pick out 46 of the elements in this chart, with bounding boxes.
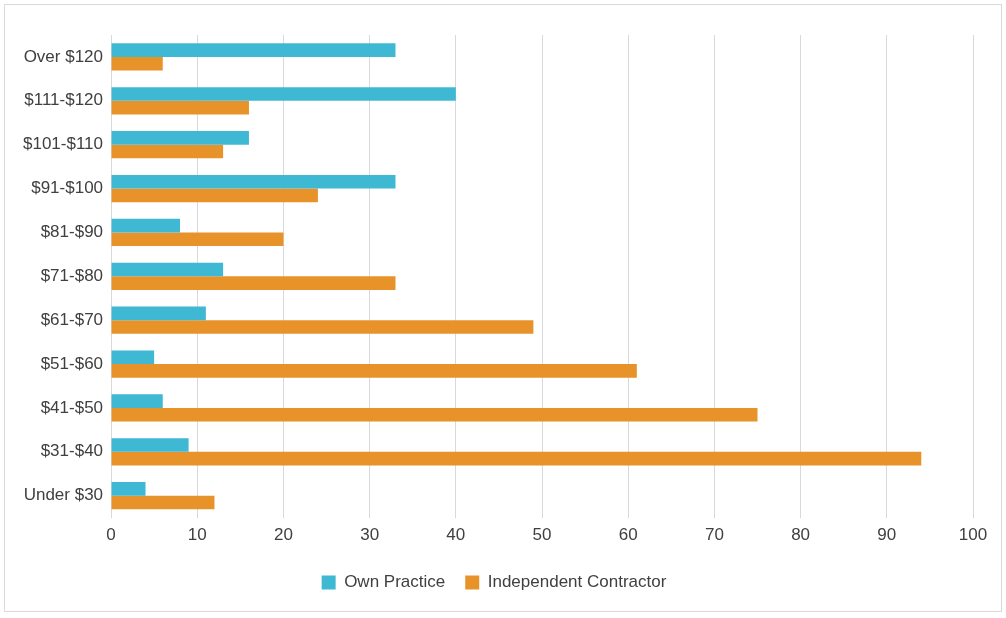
bar xyxy=(111,482,146,496)
y-tick-label: $61-$70 xyxy=(40,309,104,329)
x-tick-label: 10 xyxy=(187,525,207,545)
y-tick-label: $51-$60 xyxy=(40,353,104,373)
bar xyxy=(111,364,637,378)
bar xyxy=(111,262,224,277)
y-tick-label: $91-$100 xyxy=(31,178,104,198)
y-tick-label: $101-$110 xyxy=(22,134,104,154)
bar xyxy=(111,407,758,422)
bar xyxy=(111,232,284,247)
x-tick-label: 50 xyxy=(532,525,552,545)
bar xyxy=(111,174,396,189)
x-tick-label: 90 xyxy=(877,525,897,545)
bar xyxy=(111,218,180,233)
bar xyxy=(111,100,249,115)
bar xyxy=(111,87,456,101)
bar xyxy=(111,451,922,466)
bar xyxy=(111,188,318,203)
x-tick-label: 30 xyxy=(360,525,380,545)
x-tick-label: 100 xyxy=(958,525,988,545)
legend-label: Own Practice xyxy=(344,572,446,592)
x-tick-label: 80 xyxy=(791,525,811,545)
bar xyxy=(111,276,396,290)
bar xyxy=(111,495,215,510)
legend-label: Independent Contractor xyxy=(487,572,667,592)
y-tick-label: $31-$40 xyxy=(40,441,104,461)
bar xyxy=(111,350,155,365)
bar xyxy=(111,394,163,408)
bar xyxy=(111,306,206,321)
x-tick-label: 60 xyxy=(618,525,638,545)
y-tick-label: $81-$90 xyxy=(40,222,104,242)
x-tick-label: 0 xyxy=(106,525,116,545)
bar xyxy=(111,144,224,159)
x-tick-label: 20 xyxy=(273,525,293,545)
x-tick-label: 40 xyxy=(446,525,466,545)
bar xyxy=(111,56,163,71)
x-tick-label: 70 xyxy=(704,525,724,545)
y-tick-label: $71-$80 xyxy=(40,265,104,285)
y-tick-label: Over $120 xyxy=(23,46,104,66)
y-tick-label: $41-$50 xyxy=(40,397,104,417)
y-tick-label: Under $30 xyxy=(23,485,104,505)
bar xyxy=(111,131,249,145)
bar xyxy=(111,320,534,334)
bar xyxy=(111,43,396,57)
bar xyxy=(111,438,189,452)
y-tick-label: $111-$120 xyxy=(24,90,104,110)
